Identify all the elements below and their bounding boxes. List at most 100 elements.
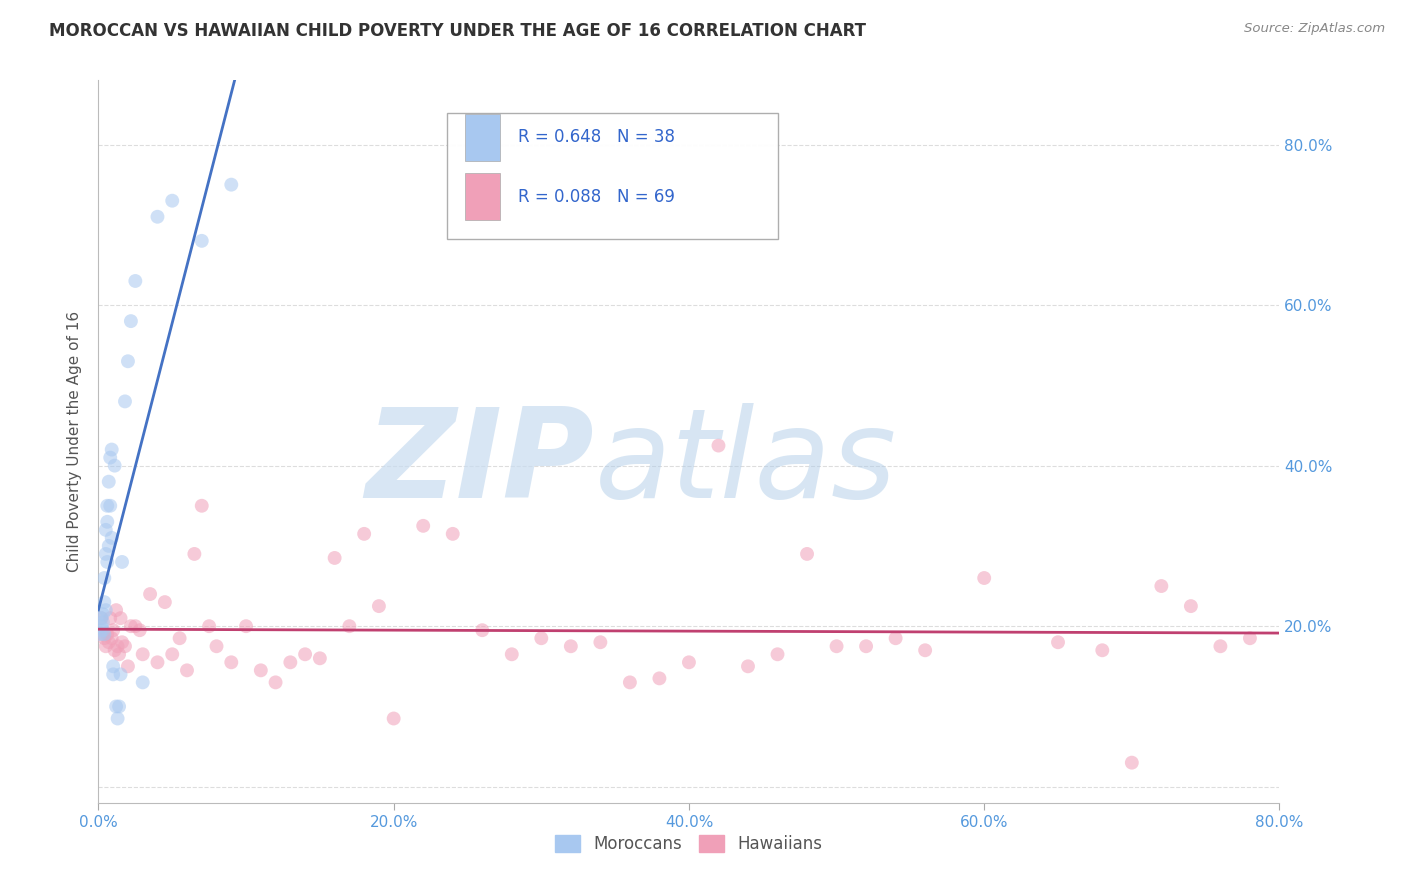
Point (108, 648, 131, 662)
Text: MOROCCAN VS HAWAIIAN CHILD POVERTY UNDER THE AGE OF 16 CORRELATION CHART: MOROCCAN VS HAWAIIAN CHILD POVERTY UNDER… (49, 22, 866, 40)
FancyBboxPatch shape (447, 112, 778, 239)
Point (97, 539, 120, 553)
Point (162, 648, 183, 662)
Point (96, 499, 118, 513)
Point (973, 571, 995, 585)
Y-axis label: Child Poverty Under the Age of 16: Child Poverty Under the Age of 16 (67, 311, 83, 572)
Point (91, 615, 114, 630)
Point (111, 635, 134, 649)
Point (94, 603, 117, 617)
Point (560, 639, 582, 653)
Point (530, 632, 553, 646)
Point (146, 655, 169, 669)
Bar (464, 173, 501, 220)
Point (132, 648, 155, 662)
Point (1121, 756, 1143, 770)
Point (117, 659, 139, 673)
Point (205, 639, 228, 653)
Point (120, 314, 142, 328)
Point (94, 547, 117, 561)
Point (100, 632, 122, 646)
Point (153, 595, 176, 609)
Point (128, 623, 150, 637)
Point (191, 234, 214, 248)
Point (471, 623, 494, 637)
Point (183, 547, 205, 561)
Point (737, 659, 759, 673)
Point (309, 651, 332, 665)
Point (100, 442, 122, 457)
Point (353, 526, 375, 541)
Point (90, 611, 112, 625)
Point (103, 667, 125, 681)
Point (91, 607, 114, 621)
Point (1209, 639, 1232, 653)
Text: R = 0.648   N = 38: R = 0.648 N = 38 (517, 128, 675, 146)
Point (294, 648, 316, 662)
Point (1180, 599, 1202, 614)
Legend: Moroccans, Hawaiians: Moroccans, Hawaiians (548, 828, 830, 860)
Point (93, 595, 115, 609)
Point (855, 639, 877, 653)
Point (619, 675, 641, 690)
Point (280, 655, 302, 669)
Point (96, 515, 118, 529)
Point (110, 667, 132, 681)
Point (94, 523, 117, 537)
Text: ZIP: ZIP (366, 402, 595, 524)
Point (124, 274, 146, 288)
Point (120, 619, 142, 633)
Point (96, 555, 118, 569)
Point (91, 627, 114, 641)
Bar (464, 114, 501, 161)
Point (382, 712, 405, 726)
Point (93, 627, 115, 641)
Point (221, 655, 243, 669)
Point (105, 603, 128, 617)
Point (1150, 579, 1173, 593)
Point (264, 675, 287, 690)
Point (117, 354, 139, 368)
Point (97, 635, 120, 649)
Point (191, 499, 214, 513)
Text: Source: ZipAtlas.com: Source: ZipAtlas.com (1244, 22, 1385, 36)
Point (93, 571, 115, 585)
Point (1239, 632, 1261, 646)
Point (108, 699, 131, 714)
Point (825, 639, 848, 653)
Point (98, 450, 121, 465)
Point (93, 632, 115, 646)
Point (250, 664, 273, 678)
Point (707, 438, 730, 452)
Point (104, 643, 127, 657)
Text: atlas: atlas (595, 402, 897, 524)
Point (91, 623, 114, 637)
Point (766, 648, 789, 662)
Point (103, 623, 125, 637)
Point (412, 518, 434, 533)
Point (162, 194, 183, 208)
Point (176, 664, 198, 678)
Point (1091, 643, 1114, 657)
Point (114, 394, 136, 409)
Point (884, 632, 907, 646)
Point (198, 619, 221, 633)
Point (339, 619, 361, 633)
Point (678, 655, 700, 669)
Point (105, 699, 128, 714)
Point (100, 531, 122, 545)
Point (235, 619, 257, 633)
Point (501, 648, 523, 662)
Point (94, 639, 117, 653)
Point (323, 551, 346, 566)
Point (103, 659, 125, 673)
Point (114, 639, 136, 653)
Point (90, 611, 112, 625)
Point (221, 178, 243, 192)
Point (98, 499, 121, 513)
Point (796, 547, 818, 561)
Point (104, 458, 127, 473)
Point (441, 526, 464, 541)
Point (98, 611, 121, 625)
Point (96, 627, 118, 641)
